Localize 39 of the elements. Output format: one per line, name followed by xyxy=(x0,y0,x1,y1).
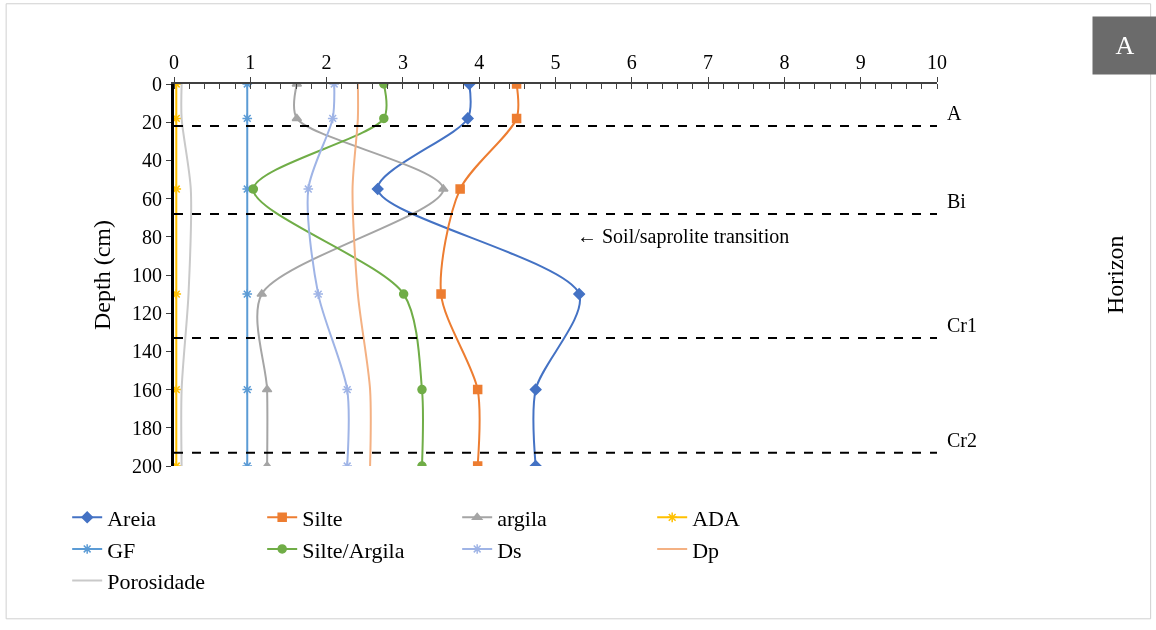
x-tick-label: 6 xyxy=(626,51,637,73)
legend-label: argila xyxy=(497,505,548,531)
y-tick-label: 80 xyxy=(142,225,162,248)
x-tick-label: 3 xyxy=(397,51,408,73)
x-tick-label: 4 xyxy=(474,51,485,73)
y-tick-label: 20 xyxy=(142,111,162,134)
legend-label: ADA xyxy=(692,505,740,531)
y-tick-label: 200 xyxy=(132,455,162,477)
legend-label: Porosidade xyxy=(107,569,205,595)
x-tick-label: 8 xyxy=(779,51,790,73)
text: Horizon xyxy=(1102,235,1129,315)
x-tick-label: 0 xyxy=(169,51,179,73)
x-tick-label: 9 xyxy=(855,51,866,73)
ref-line-label: Bi xyxy=(947,190,967,212)
x-tick-label: 10 xyxy=(927,51,947,73)
annotation: ← Soil/saprolite transition xyxy=(577,225,790,248)
legend-label: GF xyxy=(107,537,136,563)
x-tick-label: 5 xyxy=(550,51,561,73)
y-tick-label: 180 xyxy=(132,416,162,439)
ref-line-label: Cr2 xyxy=(947,429,977,451)
y-tick-label: 60 xyxy=(142,187,162,210)
legend-label: Silte/Argila xyxy=(302,537,405,563)
y-axis-title: Depth (cm) xyxy=(89,220,116,330)
x-tick-label: 2 xyxy=(321,51,332,73)
legend-label: Ds xyxy=(497,537,522,563)
text: A xyxy=(1115,31,1135,60)
y-tick-label: 140 xyxy=(132,340,162,363)
y-tick-label: 100 xyxy=(132,264,162,286)
legend-label: Areia xyxy=(107,505,157,531)
y-tick-label: 120 xyxy=(132,302,162,325)
y-tick-label: 160 xyxy=(132,378,162,401)
legend-label: Silte xyxy=(302,505,343,531)
x-tick-label: 7 xyxy=(703,51,714,73)
legend-label: Dp xyxy=(692,537,720,563)
ref-line-label: Cr1 xyxy=(947,314,977,336)
y-tick-label: 0 xyxy=(152,73,162,95)
ref-line-label: A xyxy=(947,102,962,124)
y-tick-label: 40 xyxy=(142,149,162,172)
x-tick-label: 1 xyxy=(245,51,256,73)
